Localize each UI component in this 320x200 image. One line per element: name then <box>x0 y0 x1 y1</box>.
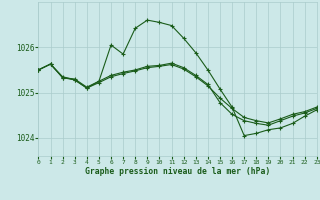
X-axis label: Graphe pression niveau de la mer (hPa): Graphe pression niveau de la mer (hPa) <box>85 167 270 176</box>
